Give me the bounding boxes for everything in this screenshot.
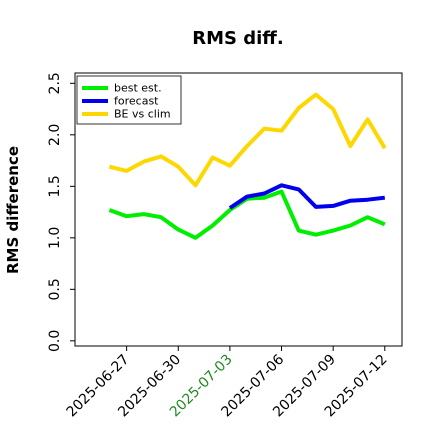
legend-label-forecast: forecast [114,95,159,108]
series-line-be-vs-clim [108,92,387,188]
x-axis-ticks: 2025-06-272025-06-302025-07-032025-07-06… [64,346,391,420]
legend-label-be-vs-clim: BE vs clim [114,108,171,121]
y-tick-label: 0.5 [47,278,63,300]
y-tick-label: 0.0 [47,330,63,352]
y-axis-label: RMS difference [4,146,22,274]
y-axis-ticks: 0.0 0.5 1.0 1.5 2.0 2.5 [47,72,75,352]
plot-area-frame [74,72,403,347]
y-tick-label: 2.0 [47,124,63,146]
y-tick-label: 2.5 [47,72,63,94]
y-tick-label: 1.5 [47,175,63,197]
series-lines [108,92,387,240]
legend-label-best-est: best est. [114,82,162,95]
series-line-forecast [228,183,386,210]
chart-title: RMS diff. [192,28,283,49]
y-tick-label: 1.0 [47,227,63,249]
